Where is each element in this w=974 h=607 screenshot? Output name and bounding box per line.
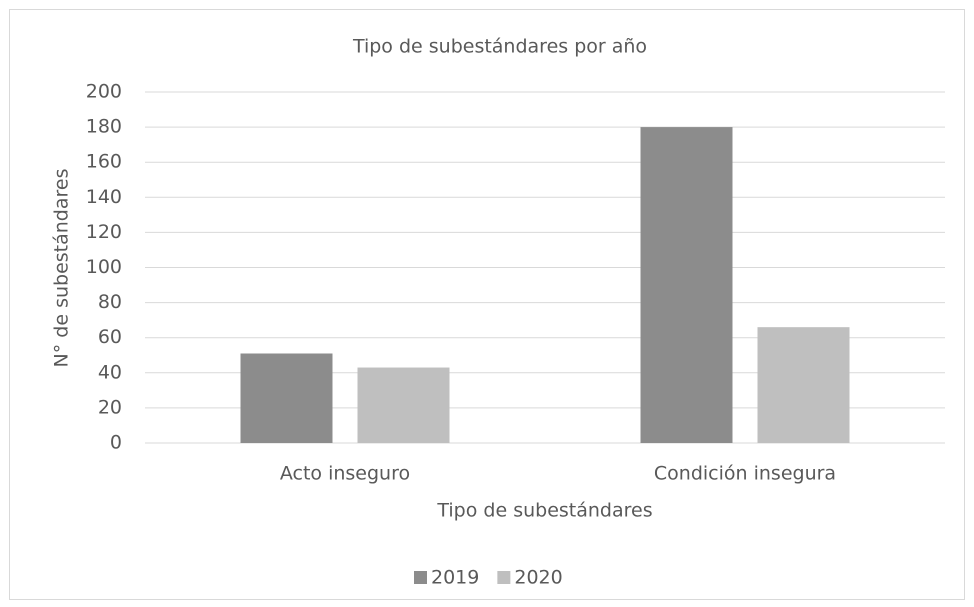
y-tick-label: 140	[86, 186, 122, 208]
y-axis-label: N° de subestándares	[51, 169, 73, 368]
y-tick-label: 40	[98, 361, 122, 383]
bar	[640, 127, 733, 443]
x-axis-label: Tipo de subestándares	[436, 500, 652, 522]
y-tick-label: 120	[86, 221, 122, 243]
chart-title: Tipo de subestándares por año	[352, 36, 647, 58]
y-tick-label: 20	[98, 396, 122, 418]
legend-swatch	[414, 571, 427, 584]
y-tick-label: 160	[86, 151, 122, 173]
y-tick-label: 0	[110, 432, 122, 454]
y-tick-label: 180	[86, 116, 122, 138]
bar	[240, 353, 333, 443]
y-tick-label: 100	[86, 256, 122, 278]
legend-label: 2019	[431, 567, 479, 589]
x-tick-label: Acto inseguro	[280, 463, 410, 485]
bar	[357, 367, 450, 443]
y-tick-label: 60	[98, 326, 122, 348]
y-tick-label: 80	[98, 291, 122, 313]
x-tick-label: Condición insegura	[654, 463, 836, 485]
chart-border	[9, 9, 965, 600]
bar	[757, 327, 850, 443]
y-tick-label: 200	[86, 81, 122, 103]
legend-swatch	[497, 571, 511, 584]
legend-label: 2020	[514, 567, 562, 589]
